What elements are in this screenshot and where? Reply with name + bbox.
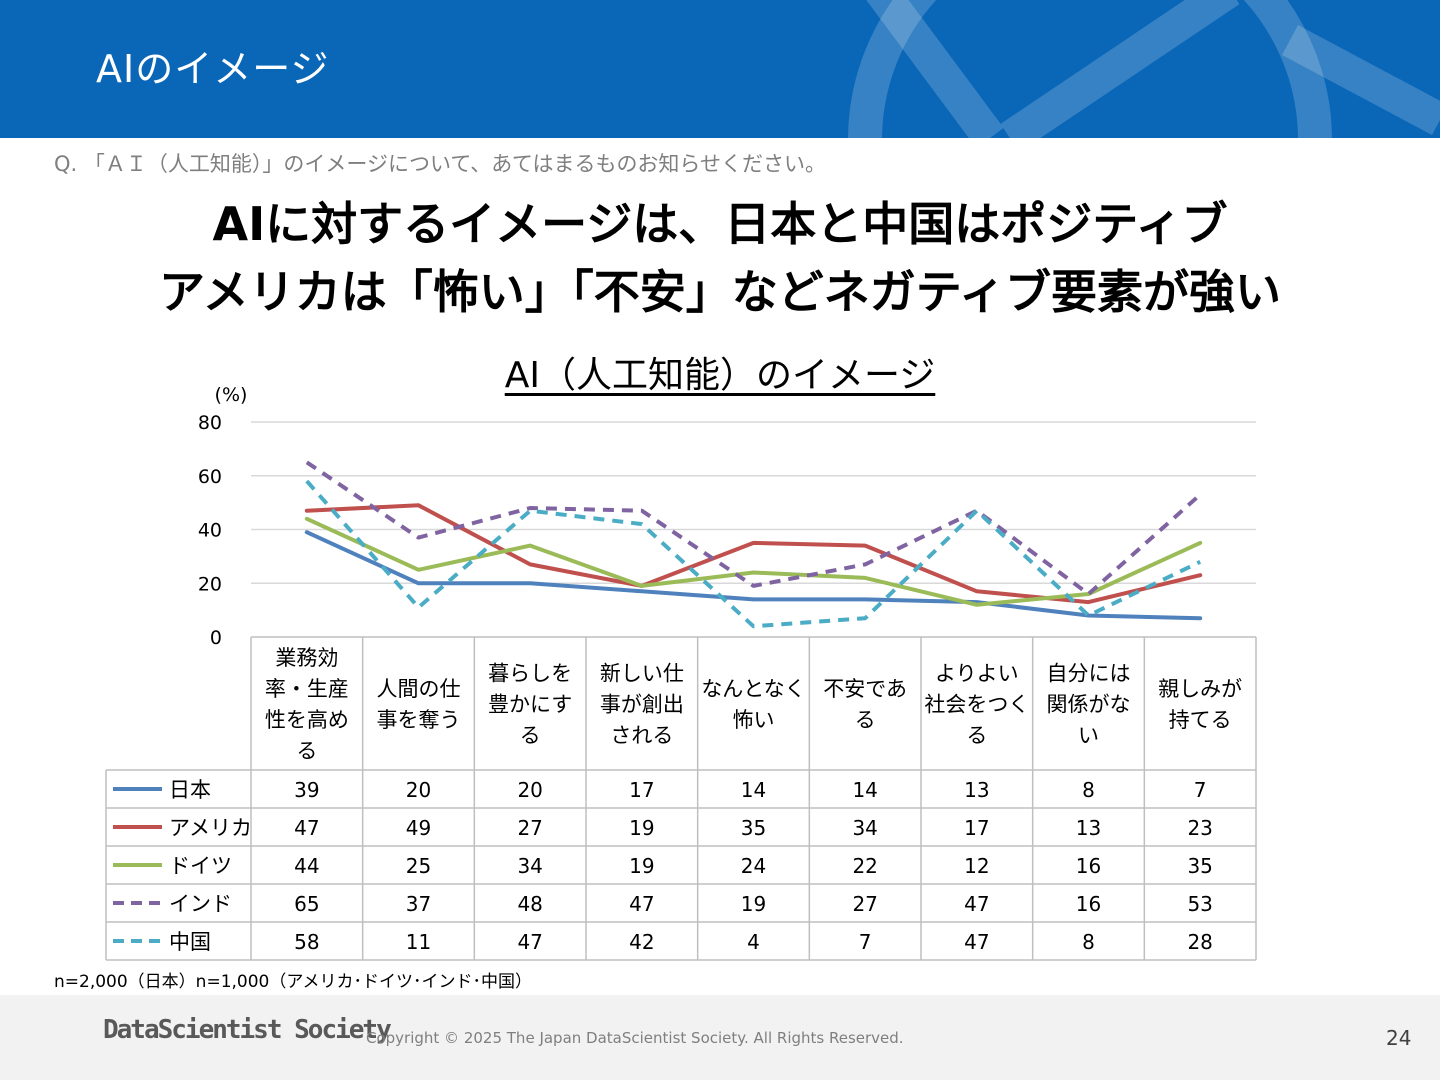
category-label: 親しみが <box>1158 677 1242 701</box>
data-value: 47 <box>629 892 654 916</box>
data-value: 7 <box>1194 778 1207 802</box>
category-label: 関係がな <box>1047 693 1131 717</box>
data-value: 25 <box>406 854 431 878</box>
data-value: 48 <box>517 892 542 916</box>
data-value: 17 <box>964 816 989 840</box>
category-label: 豊かにす <box>488 693 572 717</box>
legend-label: ドイツ <box>169 854 232 878</box>
data-value: 65 <box>294 892 319 916</box>
legend-label: 日本 <box>169 778 211 802</box>
category-label: 業務効 <box>275 646 338 670</box>
data-value: 20 <box>517 778 542 802</box>
headline-line-2: アメリカは「怖い」「不安」などネガティブ要素が強い <box>159 265 1281 319</box>
category-label: る <box>966 724 987 748</box>
data-value: 13 <box>1076 816 1101 840</box>
chart-title: AI（人工知能）のイメージ <box>504 355 936 396</box>
data-value: 34 <box>852 816 877 840</box>
series-line <box>304 516 1203 607</box>
y-tick-label: 80 <box>198 412 222 434</box>
survey-question: Q. 「ＡＩ（人工知能）」のイメージについて、あてはまるものお知らせください。 <box>54 152 827 176</box>
category-label: 暮らしを <box>488 662 572 686</box>
legend-label: アメリカ <box>169 816 252 840</box>
category-label: 社会をつく <box>924 693 1029 717</box>
data-value: 19 <box>629 816 654 840</box>
data-value: 19 <box>629 854 654 878</box>
category-label: 怖い <box>733 708 775 732</box>
y-tick-label: 60 <box>198 466 222 488</box>
data-value: 7 <box>859 930 872 954</box>
page-number: 24 <box>1386 1026 1412 1050</box>
data-value: 58 <box>294 930 319 954</box>
category-label: 事を奪う <box>377 708 461 732</box>
category-label: 率・生産 <box>265 677 349 701</box>
slide-footer: DataScientist Society Copyright © 2025 T… <box>0 995 1440 1080</box>
data-value: 47 <box>964 930 989 954</box>
headline: AIに対するイメージは、日本と中国はポジティブ アメリカは「怖い」「不安」などネ… <box>0 190 1440 326</box>
category-label: 人間の仕 <box>377 677 461 701</box>
header-decoration-icon <box>848 0 1440 138</box>
y-axis-unit-label: (%) <box>215 384 248 406</box>
data-value: 27 <box>517 816 542 840</box>
data-value: 47 <box>294 816 319 840</box>
category-label: 性を高め <box>265 708 349 732</box>
data-value: 19 <box>741 892 766 916</box>
category-label: る <box>855 708 876 732</box>
category-label: 事が創出 <box>600 693 684 717</box>
data-value: 11 <box>406 930 431 954</box>
category-label: 不安であ <box>823 677 907 701</box>
data-value: 4 <box>747 930 760 954</box>
y-tick-label: 40 <box>198 520 222 542</box>
category-label: される <box>610 724 673 748</box>
copyright-text: Copyright © 2025 The Japan DataScientist… <box>366 1029 904 1047</box>
data-value: 20 <box>406 778 431 802</box>
category-label: 自分には <box>1047 662 1131 686</box>
category-label: 新しい仕 <box>600 662 684 686</box>
slide-title: AIのイメージ <box>96 47 330 91</box>
data-value: 49 <box>406 816 431 840</box>
line-chart-with-data-table: (%)020406080業務効率・生産性を高める人間の仕事を奪う暮らしを豊かにす… <box>105 384 1257 961</box>
data-value: 23 <box>1187 816 1212 840</box>
data-value: 35 <box>1187 854 1212 878</box>
category-label: る <box>296 739 317 763</box>
data-value: 16 <box>1076 892 1101 916</box>
data-value: 14 <box>741 778 766 802</box>
data-value: 22 <box>852 854 877 878</box>
slide-header: AIのイメージ <box>0 0 1440 138</box>
data-value: 16 <box>1076 854 1101 878</box>
data-value: 39 <box>294 778 319 802</box>
data-value: 17 <box>629 778 654 802</box>
data-value: 12 <box>964 854 989 878</box>
category-label: よりよい <box>935 662 1019 686</box>
data-value: 53 <box>1187 892 1212 916</box>
data-value: 37 <box>406 892 431 916</box>
data-value: 8 <box>1082 930 1095 954</box>
category-label: い <box>1078 724 1099 748</box>
data-value: 35 <box>741 816 766 840</box>
data-value: 8 <box>1082 778 1095 802</box>
legend-label: 中国 <box>169 930 211 954</box>
data-value: 44 <box>294 854 319 878</box>
series-line <box>305 479 1202 629</box>
category-label: なんとなく <box>701 677 805 701</box>
data-value: 34 <box>517 854 542 878</box>
data-value: 47 <box>964 892 989 916</box>
data-value: 14 <box>852 778 877 802</box>
brand-logo: DataScientist Society <box>103 1015 392 1045</box>
legend-label: インド <box>169 892 232 916</box>
category-label: 持てる <box>1169 708 1232 732</box>
headline-line-1: AIに対するイメージは、日本と中国はポジティブ <box>212 197 1228 251</box>
data-value: 28 <box>1187 930 1212 954</box>
category-label: る <box>520 724 541 748</box>
series-line <box>305 460 1202 596</box>
y-tick-label: 0 <box>210 627 222 649</box>
data-value: 27 <box>852 892 877 916</box>
data-value: 13 <box>964 778 989 802</box>
y-tick-label: 20 <box>198 573 222 595</box>
data-value: 24 <box>741 854 766 878</box>
data-value: 47 <box>517 930 542 954</box>
data-value: 42 <box>629 930 654 954</box>
sample-size-note: n=2,000（日本）n=1,000（アメリカ･ドイツ･インド･中国） <box>54 972 533 992</box>
series-line <box>304 530 1203 621</box>
